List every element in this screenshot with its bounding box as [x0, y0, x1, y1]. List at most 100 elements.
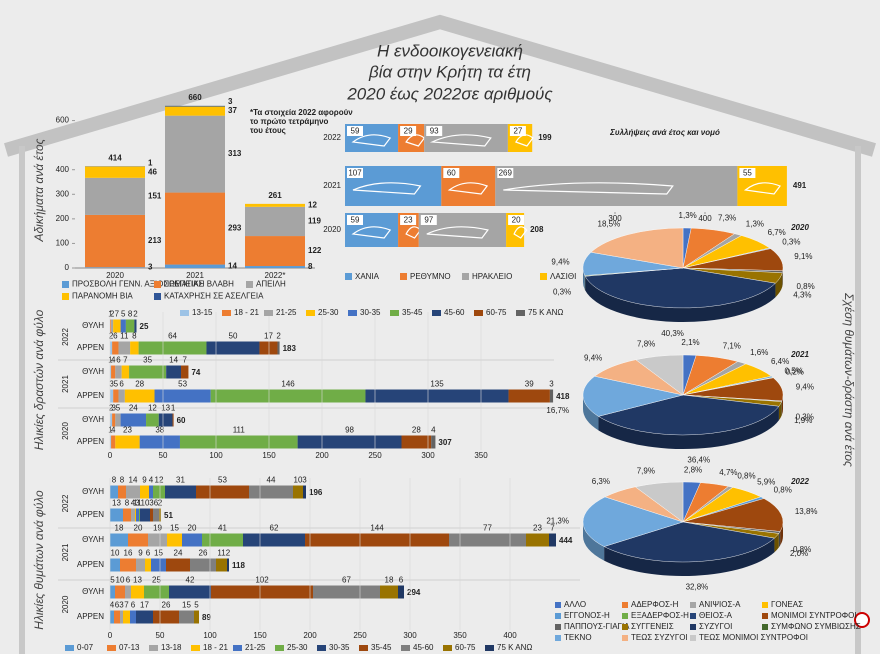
data-label: 7 — [550, 524, 555, 533]
legend-label: ΓΟΝΕΑΣ — [771, 600, 803, 609]
bar-segment — [365, 389, 509, 403]
total-label: 307 — [438, 438, 452, 447]
legend-label: ΘΕΙΟΣ-Α — [699, 611, 733, 620]
label-box — [497, 168, 514, 178]
label-box — [509, 126, 526, 136]
legend-swatch — [443, 645, 452, 651]
data-label: 13 — [161, 404, 170, 413]
bar-segment — [123, 610, 130, 624]
chart-title: Συλλήψεις ανά έτος και νομό — [609, 128, 720, 137]
bar-segment — [110, 533, 128, 547]
pie-side — [778, 401, 782, 421]
x-tick-label: 0 — [108, 451, 113, 460]
data-label: 60 — [447, 169, 456, 178]
legend-swatch — [180, 310, 189, 316]
bar-segment — [112, 341, 119, 355]
pie-slice — [603, 521, 775, 563]
data-label: 9,1% — [794, 252, 812, 261]
y-tick-label: ΘΥΛΗ — [82, 487, 104, 496]
pie-side — [781, 395, 783, 415]
data-label: 24 — [129, 404, 138, 413]
legend-swatch — [762, 602, 768, 608]
bar-segment — [130, 610, 136, 624]
data-label: 18,5% — [598, 220, 621, 229]
map-outline — [429, 134, 492, 147]
bar-segment — [398, 585, 404, 599]
pie-side — [775, 272, 783, 298]
label-box — [426, 126, 443, 136]
bar-segment — [120, 610, 123, 624]
data-label: 0,3% — [553, 287, 571, 296]
bar-segment — [167, 533, 182, 547]
group-label: 2021 — [61, 375, 70, 393]
data-label: 2,8% — [684, 465, 702, 474]
pie-side — [583, 395, 599, 431]
legend-swatch — [264, 310, 273, 316]
legend-label: 45-60 — [413, 643, 434, 652]
data-label: 10 — [141, 499, 150, 508]
data-label: 18 — [385, 576, 394, 585]
data-label: 0,8% — [796, 282, 814, 291]
data-label: 5 — [116, 404, 121, 413]
data-label: 146 — [281, 380, 295, 389]
data-label: 6 — [126, 576, 131, 585]
bar-segment — [549, 389, 554, 403]
legend-label: ΑΔΕΡΦΟΣ-Η — [631, 600, 679, 609]
bar-segment — [202, 533, 243, 547]
bar-segment — [139, 435, 180, 449]
data-label: 4,7% — [719, 468, 737, 477]
legend-label: ΤΕΚΝΟ — [564, 633, 592, 642]
legend-swatch — [622, 635, 628, 641]
data-label: 6 — [115, 601, 120, 610]
bar-segment — [131, 508, 135, 522]
data-label: 0,8% — [737, 471, 755, 480]
legend-swatch — [474, 310, 483, 316]
data-label: 2 — [109, 332, 114, 341]
data-label: 18 — [115, 524, 124, 533]
data-label: 2 — [109, 404, 114, 413]
label-box — [420, 215, 437, 225]
bar-segment — [125, 319, 135, 333]
data-label: 135 — [430, 380, 444, 389]
map-outline — [743, 182, 781, 195]
data-label: 4 — [110, 601, 115, 610]
data-label: 1,3% — [746, 220, 764, 229]
data-label: 2 — [110, 310, 115, 319]
data-label: 1 — [108, 426, 113, 435]
legend-label: 60-75 — [486, 308, 507, 317]
data-label: 8 — [308, 262, 313, 271]
legend-label: 0-07 — [77, 643, 94, 652]
data-label: 12 — [148, 404, 157, 413]
data-label: 2,1% — [681, 338, 699, 347]
x-tick-label: 150 — [253, 631, 267, 640]
bar-segment — [121, 365, 130, 379]
side-title: Σχέση θυμάτων-δράστη ανά έτος — [842, 292, 856, 467]
y-tick-label: 2022 — [323, 133, 341, 142]
legend-label: ΠΑΡΑΝΟΜΗ ΒΙΑ — [72, 292, 133, 301]
bar-segment — [139, 508, 140, 522]
logo — [854, 612, 870, 628]
data-label: 0,5% — [785, 366, 803, 375]
bar-segment — [118, 485, 126, 499]
bar-segment — [134, 319, 137, 333]
data-label: 23 — [123, 426, 132, 435]
legend-swatch — [246, 281, 253, 288]
legend-swatch — [762, 613, 768, 619]
bar-segment — [120, 413, 147, 427]
pie-side — [583, 522, 605, 561]
pie-side — [583, 268, 585, 290]
legend-swatch — [540, 273, 547, 280]
legend-swatch — [359, 645, 368, 651]
x-tick-label: 200 — [303, 631, 317, 640]
group-label: 2022 — [61, 328, 70, 346]
data-label: 293 — [228, 224, 242, 233]
x-tick-label: 350 — [453, 631, 467, 640]
map-outline — [515, 134, 534, 147]
bar-segment — [110, 585, 115, 599]
x-tick-label: 100 — [209, 451, 223, 460]
data-label: 38 — [155, 426, 164, 435]
legend-label: 13-18 — [161, 643, 182, 652]
x-tick-label: 200 — [315, 451, 329, 460]
legend-swatch — [690, 624, 696, 630]
data-label: 6 — [154, 499, 159, 508]
